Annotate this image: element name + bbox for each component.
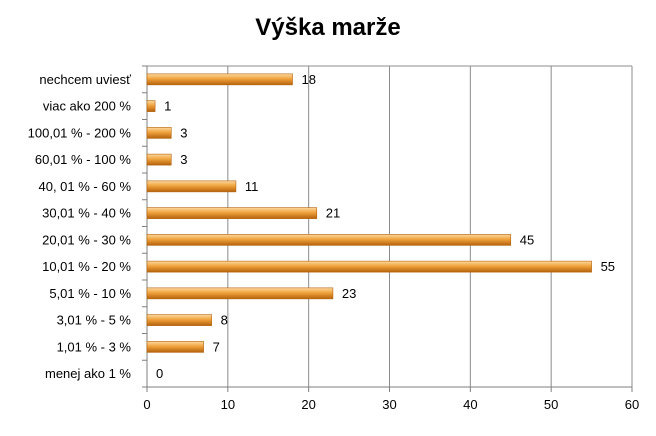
data-label: 23 [342,286,356,301]
data-label: 1 [164,99,171,114]
category-label: 5,01 % - 10 % [49,286,131,301]
category-label: 40, 01 % - 60 % [39,179,132,194]
data-label: 11 [245,179,259,194]
bar-10 [146,341,204,353]
category-label: menej ako 1 % [45,366,131,381]
category-label: 60,01 % - 100 % [35,152,132,167]
data-label: 21 [326,206,340,221]
bar-6 [146,234,512,246]
bar-2 [146,127,172,139]
data-label: 18 [302,72,316,87]
data-label: 3 [180,152,187,167]
x-tick-label: 60 [625,397,639,412]
data-label: 3 [180,125,187,140]
x-tick-label: 0 [143,397,150,412]
bar-9 [146,314,212,326]
x-tick-label: 50 [544,397,558,412]
data-label: 45 [520,232,534,247]
bar-8 [146,287,334,300]
data-label: 7 [213,339,220,354]
bar-1 [146,100,156,112]
category-label: 100,01 % - 200 % [28,125,132,140]
x-tick-label: 30 [382,397,396,412]
category-label: 20,01 % - 30 % [42,232,131,247]
grid-lines [142,65,633,392]
category-label: 10,01 % - 20 % [42,259,131,274]
category-label: 1,01 % - 3 % [57,339,132,354]
x-tick-label: 10 [221,397,235,412]
bar-5 [146,207,318,219]
x-tick-label: 40 [463,397,477,412]
bar-4 [146,180,237,193]
data-label: 0 [156,366,163,381]
category-label: viac ako 200 % [43,99,132,114]
data-label: 55 [601,259,615,274]
chart-title: Výška marže [255,14,401,41]
category-label: nechcem uviesť [39,72,131,87]
category-label: 30,01 % - 40 % [42,206,131,221]
bar-3 [146,153,172,166]
data-label: 8 [221,313,228,328]
bar-0 [146,73,293,86]
bar-7 [146,260,592,273]
x-tick-label: 20 [301,397,315,412]
bars [146,73,592,353]
category-label: 3,01 % - 5 % [57,313,132,328]
